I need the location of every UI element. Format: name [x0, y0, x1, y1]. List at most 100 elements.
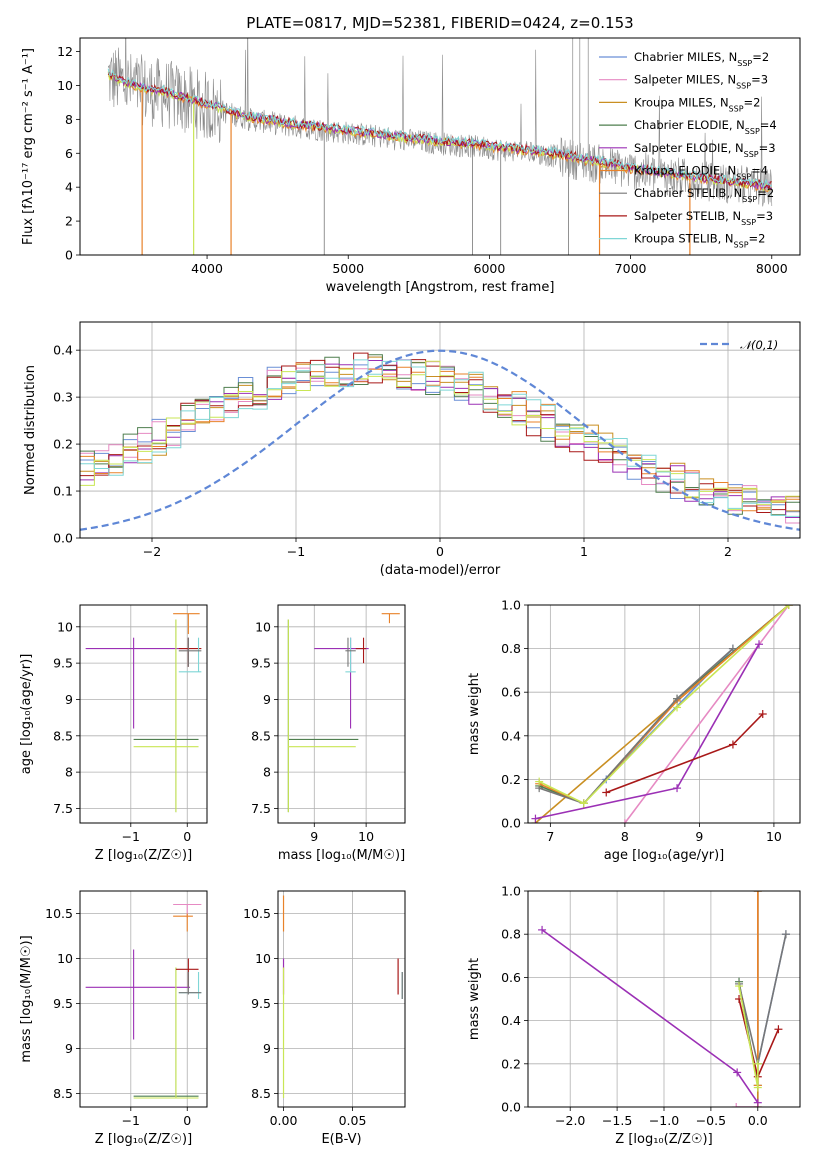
series-point: [753, 1059, 762, 1068]
y-tick-label: 10: [57, 951, 73, 966]
x-tick-label: 0.05: [339, 1113, 367, 1128]
x-tick-label: −1.0: [649, 1113, 679, 1128]
y-tick-label: 8: [65, 765, 73, 780]
plot-area: [528, 891, 800, 1107]
y-axis-label: mass weight: [467, 958, 482, 1040]
y-axis-label: Flux [fλ10⁻¹⁷ erg cm⁻² s⁻¹ A⁻¹]: [21, 48, 36, 245]
plot-area: [80, 322, 800, 538]
series-point: [673, 694, 682, 703]
y-tick-label: 0.4: [501, 1013, 521, 1028]
panel-age_vs_Z: −1 0 7.5 8 8.5 9 9.5 10 Z [log₁₀(Z/Z☉)] age [log₁…: [19, 604, 208, 863]
axes-frame: [79, 37, 801, 256]
series-point: [728, 740, 737, 749]
x-tick-label: 0.00: [270, 1113, 298, 1128]
series-line: [624, 605, 790, 823]
legend: Chabrier MILES, NSSP=2 Salpeter MILES, NS…: [599, 50, 777, 249]
residual-histogram: [80, 359, 800, 517]
y-tick-label: 0.6: [501, 685, 521, 700]
x-tick-label: 1: [580, 544, 588, 559]
legend-label: Salpeter STELIB, NSSP=3: [634, 209, 773, 227]
legend-label: Chabrier ELODIE, NSSP=4: [634, 118, 777, 136]
y-tick-label: 10: [255, 619, 271, 634]
series-line: [538, 605, 790, 805]
y-tick-label: 9: [263, 1041, 271, 1056]
x-tick-label: 10: [358, 829, 374, 844]
x-tick-label: 6000: [474, 261, 506, 276]
y-tick-label: 0.4: [53, 343, 73, 358]
x-tick-label: −1: [287, 544, 305, 559]
y-axis-label: age [log₁₀(age/yr)]: [19, 654, 34, 775]
series-line: [738, 985, 759, 1088]
y-tick-label: 4: [65, 180, 73, 195]
x-tick-label: −2: [143, 544, 161, 559]
axes-frame: [79, 604, 208, 824]
residual-histogram: [80, 360, 800, 510]
series-line: [738, 934, 787, 1064]
legend-label: Salpeter ELODIE, NSSP=3: [634, 141, 776, 159]
x-tick-label: 9: [310, 829, 318, 844]
x-axis-label: E(B-V): [321, 1132, 361, 1147]
plot-area: [80, 891, 207, 1107]
legend-label: Kroupa MILES, NSSP=2: [634, 95, 760, 113]
panel-spectrum: 4000 5000 6000 7000 8000 0 2 4 6 8 10 12 wavelength …: [21, 37, 801, 295]
y-axis-label: mass [log₁₀(M/M☉)]: [19, 935, 34, 1062]
x-tick-label: 0: [183, 829, 191, 844]
y-tick-label: 8.5: [53, 728, 73, 743]
series-point: [538, 925, 547, 934]
x-tick-label: 9: [695, 829, 703, 844]
x-tick-label: 4000: [191, 261, 223, 276]
y-tick-label: 9.5: [53, 656, 73, 671]
data-spectrum: [107, 38, 773, 207]
axes-frame: [527, 604, 801, 824]
y-tick-label: 8: [263, 765, 271, 780]
y-tick-label: 7.5: [53, 801, 73, 816]
y-tick-label: 10: [255, 951, 271, 966]
y-tick-label: 10: [57, 619, 73, 634]
series-point: [535, 777, 544, 786]
legend-label: Kroupa ELODIE, NSSP=4: [634, 164, 768, 182]
y-tick-label: 8.5: [251, 728, 271, 743]
y-tick-label: 0.8: [501, 927, 521, 942]
y-tick-label: 0.4: [501, 728, 521, 743]
plot-area: [80, 605, 207, 823]
x-axis-label: mass [log₁₀(M/M☉)]: [278, 848, 405, 863]
series-point: [733, 1068, 742, 1077]
y-tick-label: 0.8: [501, 641, 521, 656]
axes-frame: [527, 890, 801, 1108]
y-tick-label: 7.5: [251, 801, 271, 816]
y-tick-label: 0.2: [501, 1056, 521, 1071]
y-tick-label: 12: [57, 44, 73, 59]
x-axis-label: Z [log₁₀(Z/Z☉)]: [615, 1132, 712, 1147]
x-tick-label: 10: [766, 829, 782, 844]
x-tick-label: 0.0: [748, 1113, 768, 1128]
axes-frame: [79, 890, 208, 1108]
series-point: [784, 605, 793, 609]
y-tick-label: 0.2: [501, 772, 521, 787]
series-point: [735, 982, 744, 991]
legend-label: Kroupa STELIB, NSSP=2: [634, 232, 765, 250]
y-tick-label: 10: [57, 78, 73, 93]
y-tick-label: 0.0: [501, 1100, 521, 1115]
axes-frame: [79, 321, 801, 539]
panel-mass_vs_EBV: 0.00 0.05 8.5 9 9.5 10 10.5 E(B-V): [243, 890, 406, 1147]
axes-frame: [277, 890, 406, 1108]
series-point: [579, 799, 588, 808]
series-line: [738, 891, 759, 1086]
y-tick-label: 9: [65, 692, 73, 707]
y-axis-label: mass weight: [467, 673, 482, 755]
panel-age_vs_mass: 9 10 7.5 8 8.5 9 9.5 10 mass [log₁₀(M/M☉)]: [251, 604, 406, 863]
y-tick-label: 9.5: [53, 996, 73, 1011]
y-tick-label: 0: [65, 248, 73, 263]
y-tick-label: 1.0: [501, 884, 521, 899]
y-tick-label: 0.0: [53, 531, 73, 546]
x-tick-label: 5000: [332, 261, 364, 276]
panel-mass_weight_vs_Z: −2.0 −1.5 −1.0 −0.5 0.0 0.0 0.2 0.4 0.6 0.8 1.0 Z […: [467, 884, 801, 1147]
model-spectrum: [107, 71, 773, 192]
legend-label: Chabrier MILES, NSSP=2: [634, 50, 769, 68]
series-line: [541, 929, 759, 1104]
x-tick-label: 8000: [756, 261, 788, 276]
series-point: [758, 710, 767, 718]
x-tick-label: 8: [621, 829, 629, 844]
y-tick-label: 0.1: [53, 484, 73, 499]
x-axis-label: age [log₁₀(age/yr)]: [604, 848, 725, 863]
